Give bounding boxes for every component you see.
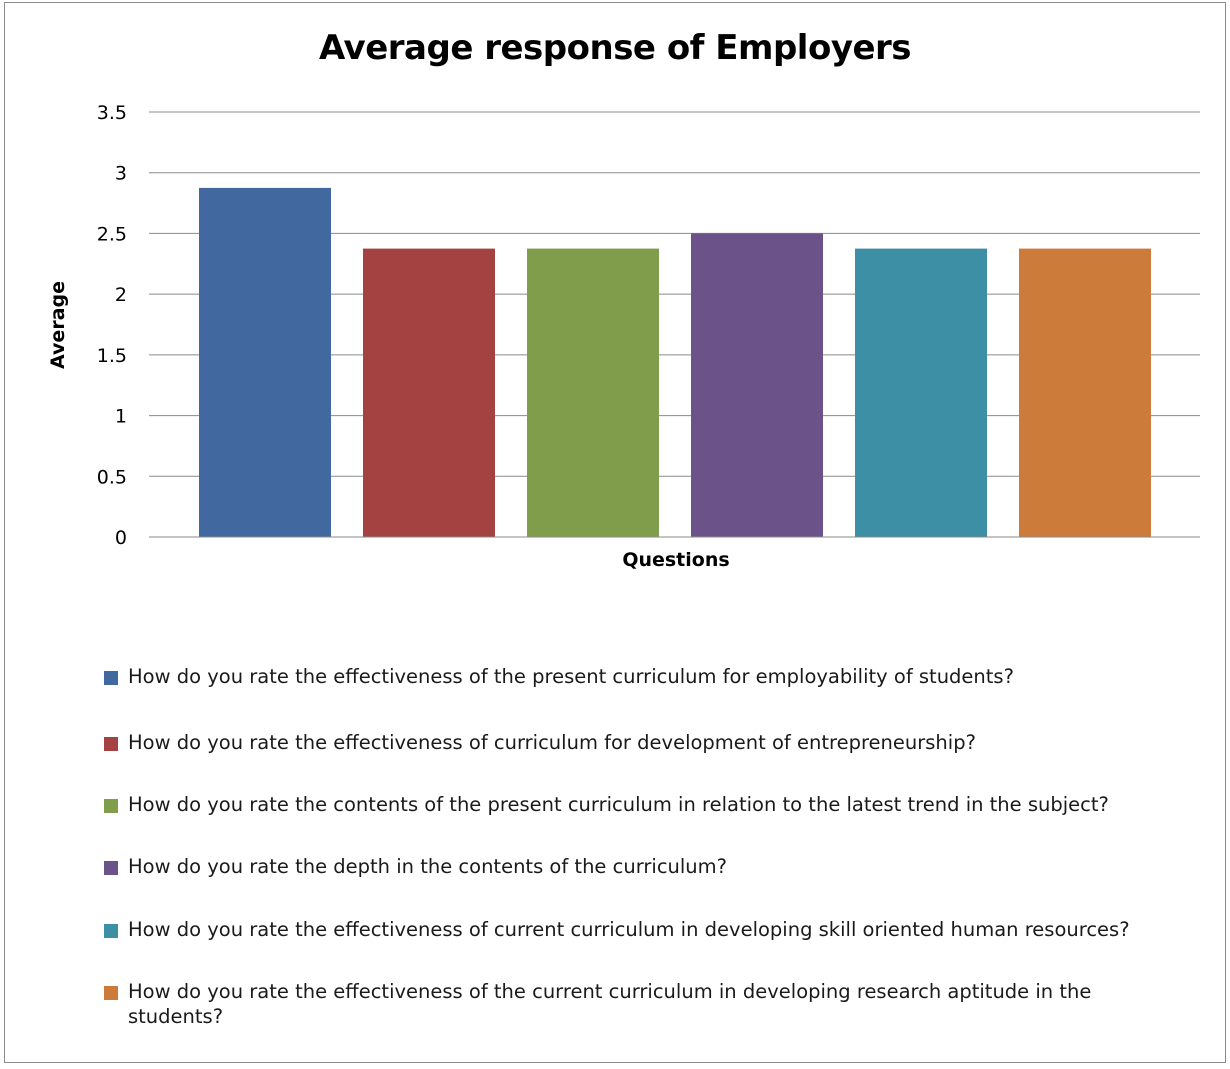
legend-item-3: How do you rate the contents of the pres… (104, 792, 1164, 817)
legend-swatch-1 (104, 671, 118, 685)
chart-title: Average response of Employers (318, 28, 912, 68)
y-tick-label: 2.5 (97, 223, 127, 245)
legend-item-2: How do you rate the effectiveness of cur… (104, 730, 1164, 755)
legend-label-3: How do you rate the contents of the pres… (128, 793, 1109, 816)
legend-item-6: How do you rate the effectiveness of the… (104, 979, 1164, 1029)
legend-swatch-3 (104, 799, 118, 813)
y-tick-label: 0 (115, 527, 127, 549)
legend-swatch-6 (104, 986, 118, 1000)
bar-1 (199, 187, 331, 537)
legend-item-4: How do you rate the depth in the content… (104, 854, 1164, 879)
x-axis-label: Questions (622, 549, 729, 571)
legend-item-1: How do you rate the effectiveness of the… (104, 664, 1164, 689)
y-tick-label: 2 (115, 284, 127, 306)
legend-swatch-2 (104, 737, 118, 751)
bar-6 (1019, 248, 1151, 537)
y-tick-label: 0.5 (97, 466, 127, 488)
bar-2 (363, 248, 495, 537)
legend-swatch-4 (104, 861, 118, 875)
legend-label-4: How do you rate the depth in the content… (128, 855, 728, 878)
y-tick-label: 1 (115, 406, 127, 428)
y-tick-label: 3 (115, 163, 127, 185)
bar-5 (855, 248, 987, 537)
bar-3 (527, 248, 659, 537)
y-axis-label: Average (47, 281, 69, 369)
legend-label-5: How do you rate the effectiveness of cur… (128, 918, 1130, 941)
legend-label-2: How do you rate the effectiveness of cur… (128, 731, 976, 754)
legend-swatch-5 (104, 924, 118, 938)
y-tick-label: 1.5 (97, 345, 127, 367)
chart-plot: 0 0.5 1 1.5 2 2.5 3 3.5 Questions Average (47, 102, 1200, 571)
y-tick-label: 3.5 (97, 102, 127, 124)
legend-label-1: How do you rate the effectiveness of the… (128, 665, 1014, 688)
bar-4 (691, 233, 823, 537)
legend-item-5: How do you rate the effectiveness of cur… (104, 917, 1164, 942)
legend-label-6: How do you rate the effectiveness of the… (128, 980, 1092, 1028)
